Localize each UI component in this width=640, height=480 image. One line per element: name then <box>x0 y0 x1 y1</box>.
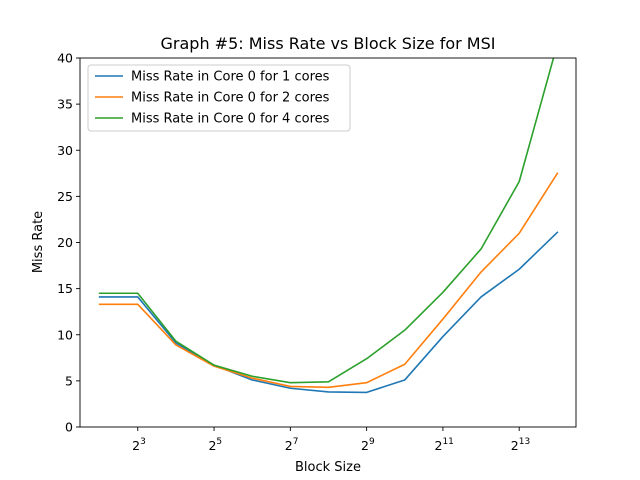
y-axis-label: Miss Rate <box>31 211 46 273</box>
y-tick-label: 5 <box>65 373 73 388</box>
series-layer <box>98 58 559 394</box>
y-tick-label: 35 <box>57 97 73 112</box>
series-line-2 <box>98 172 559 389</box>
y-tick-label: 25 <box>57 189 73 204</box>
x-axis-label: Block Size <box>295 460 361 475</box>
y-tick-label: 15 <box>57 281 73 296</box>
x-tick-label: 211 <box>435 437 454 453</box>
legend-label-3: Miss Rate in Core 0 for 4 cores <box>131 112 330 127</box>
y-tick-label: 20 <box>57 235 73 250</box>
series-line-3 <box>98 58 555 384</box>
legend-label-1: Miss Rate in Core 0 for 1 cores <box>131 70 330 85</box>
y-tick-label: 40 <box>57 51 73 66</box>
plot-frame <box>79 57 577 428</box>
legend-box <box>87 64 351 132</box>
legend-label-2: Miss Rate in Core 0 for 2 cores <box>131 91 330 106</box>
x-tick-label: 213 <box>511 437 530 453</box>
legend: Miss Rate in Core 0 for 1 cores Miss Rate… <box>87 64 351 132</box>
y-axis-ticks: 0 5 10 15 20 25 30 35 40 <box>57 51 80 435</box>
x-tick-label: 25 <box>208 437 222 453</box>
y-tick-label: 10 <box>57 327 73 342</box>
y-tick-label: 0 <box>65 420 73 435</box>
y-tick-label: 30 <box>57 143 73 158</box>
chart-title: Graph #5: Miss Rate vs Block Size for MS… <box>161 34 496 53</box>
series-line-1 <box>98 231 559 394</box>
x-tick-label: 27 <box>285 437 299 453</box>
x-axis-ticks: 23 25 27 29 211 213 <box>132 427 530 453</box>
x-tick-label: 23 <box>132 437 146 453</box>
x-tick-label: 29 <box>361 437 375 453</box>
